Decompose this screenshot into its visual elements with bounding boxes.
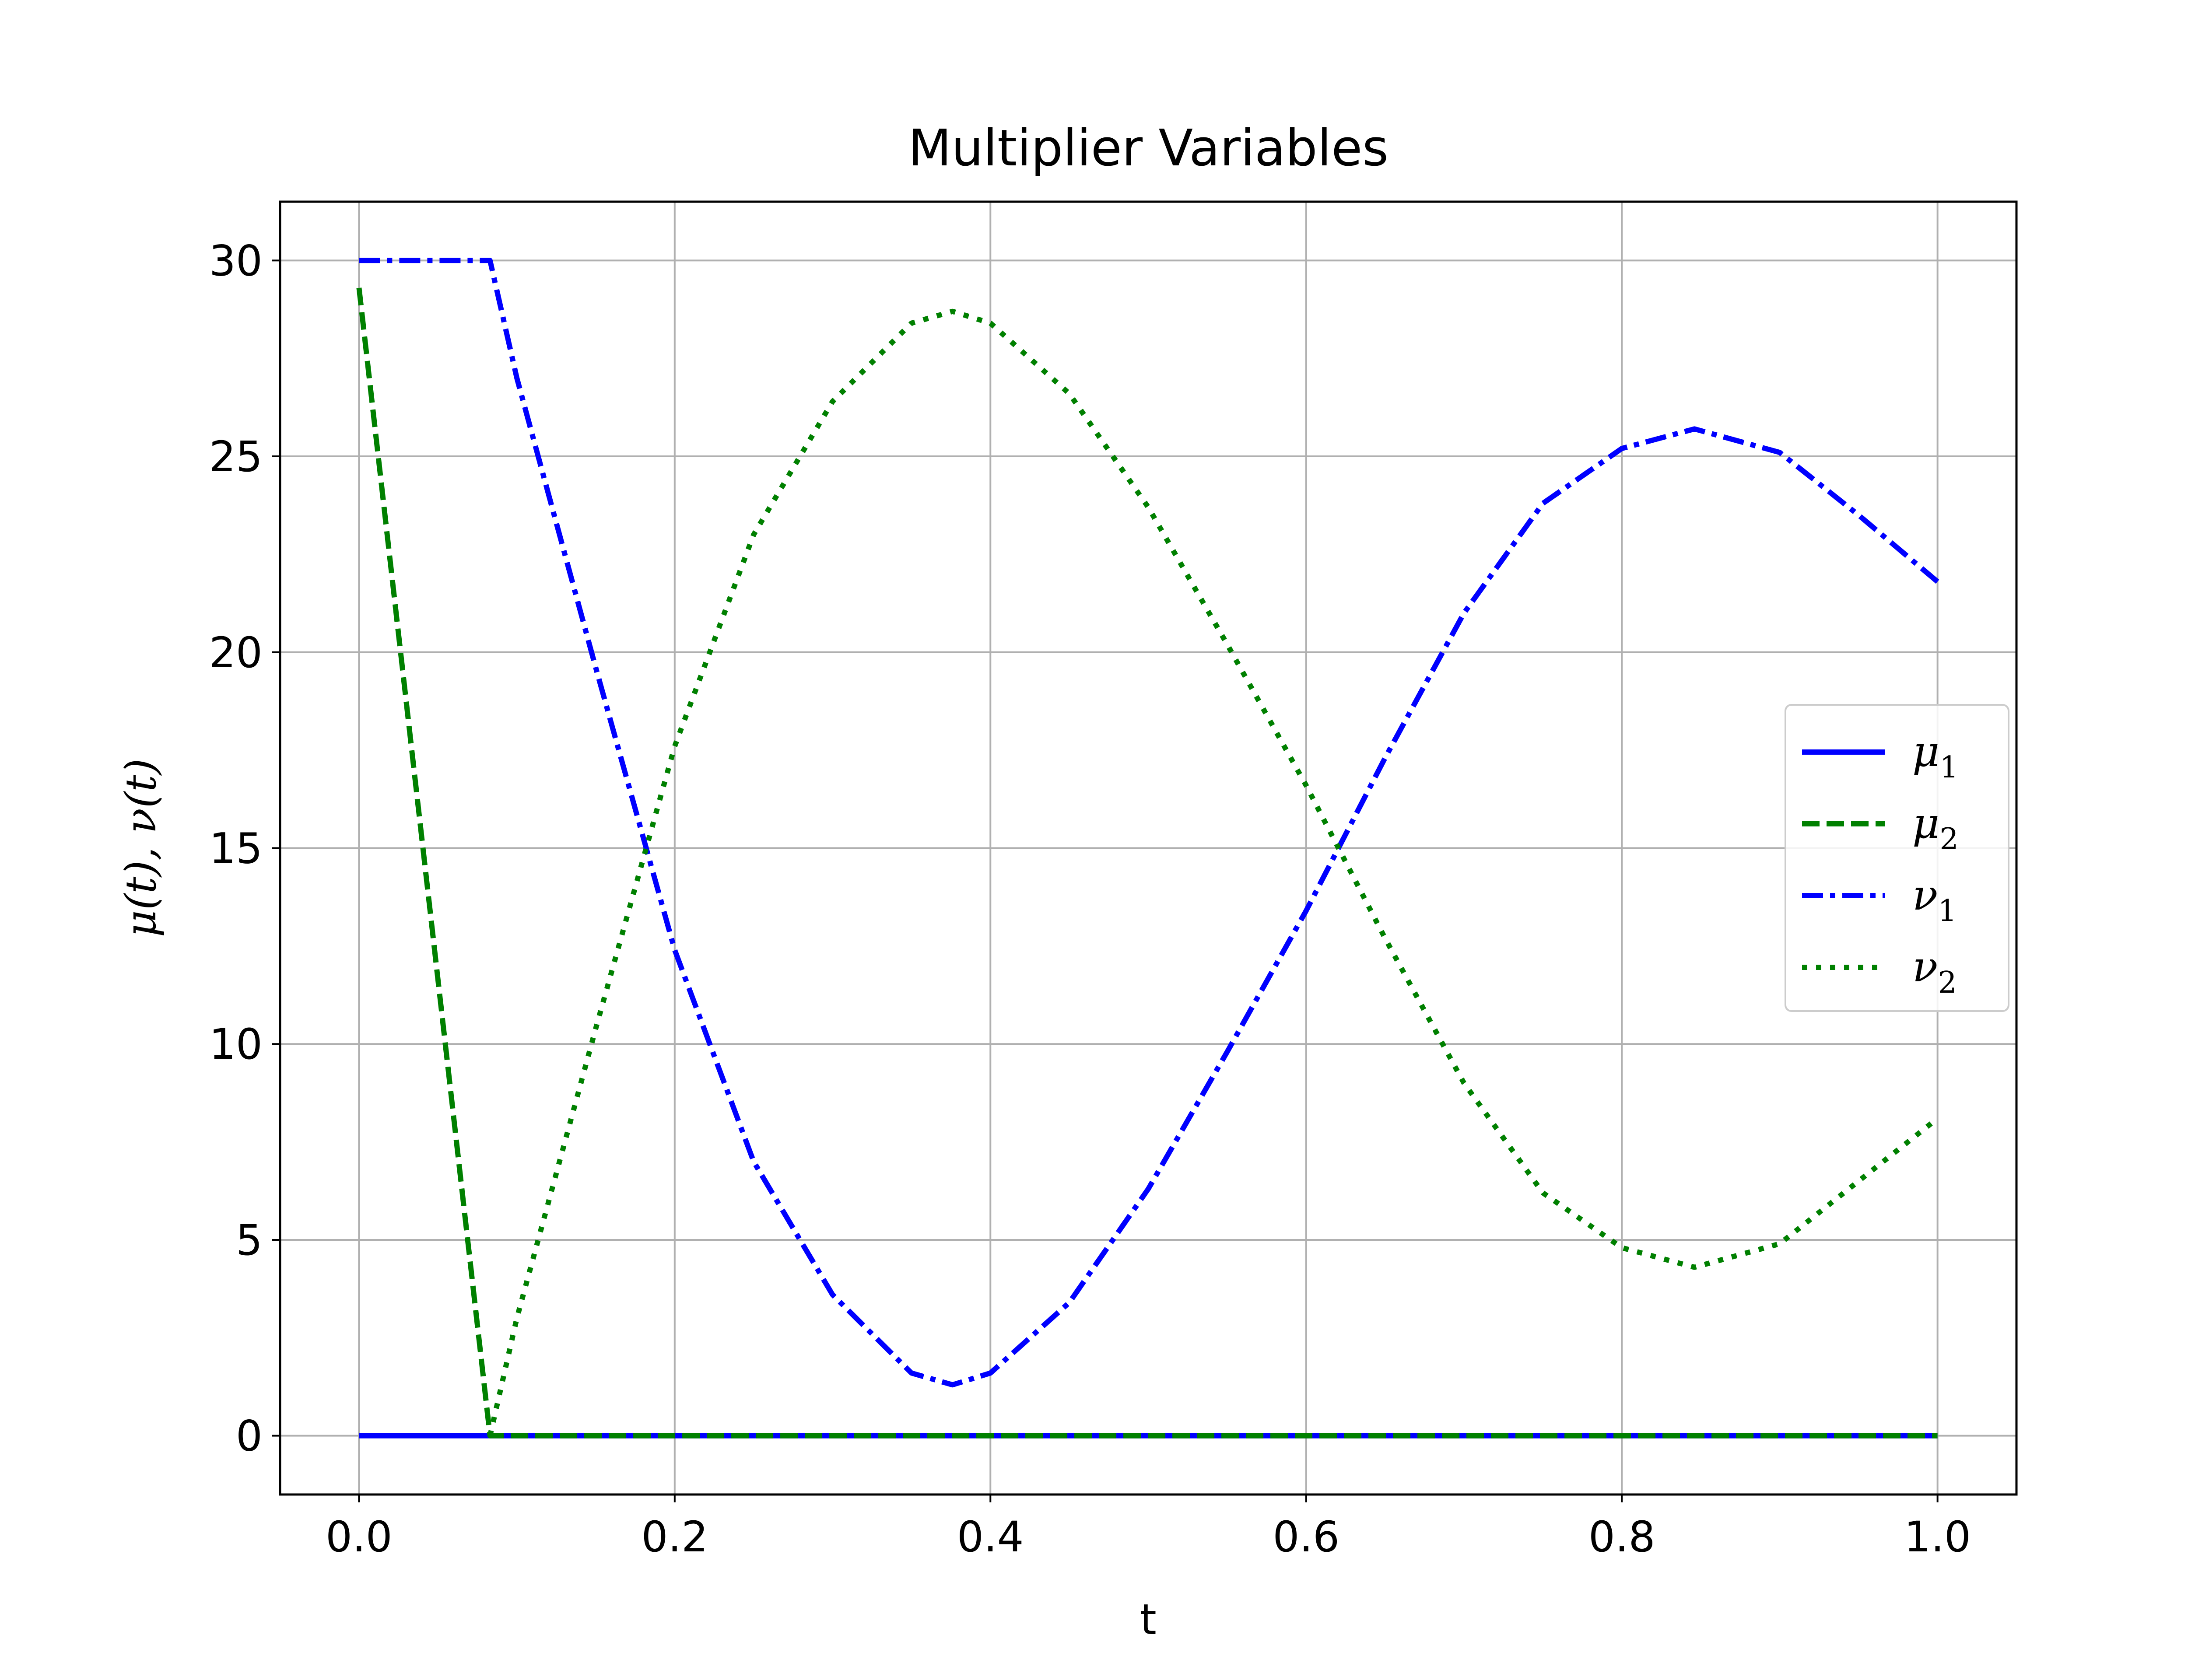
legend: μ1 μ2 ν1 ν2: [1785, 704, 2009, 1012]
x-axis-ticks: 0.0 0.2 0.4 0.6 0.8 1.0: [326, 1494, 1971, 1561]
x-axis-label: t: [1140, 1595, 1157, 1644]
x-tick-label: 0.8: [1588, 1512, 1655, 1561]
series-layer: [356, 258, 1939, 1438]
x-tick-label: 1.0: [1904, 1512, 1971, 1561]
y-tick-label: 0: [236, 1412, 263, 1461]
legend-label-4: ν2: [1912, 942, 1957, 1000]
series-line-4: [487, 308, 1939, 1437]
x-tick-label: 0.0: [326, 1512, 393, 1561]
y-axis-label: μ(t), ν(t): [116, 759, 165, 938]
y-tick-label: 10: [209, 1020, 263, 1069]
x-tick-label: 0.6: [1273, 1512, 1339, 1561]
y-tick-label: 30: [209, 236, 263, 285]
legend-box: [1785, 704, 2009, 1012]
legend-label-3: ν1: [1912, 871, 1957, 928]
legend-label-2: μ2: [1912, 799, 1959, 857]
y-tick-label: 25: [209, 432, 263, 481]
x-tick-label: 0.4: [957, 1512, 1024, 1561]
y-tick-label: 20: [209, 628, 263, 677]
legend-label-1: μ1: [1912, 727, 1959, 785]
grid: [280, 202, 2016, 1494]
chart-title: Multiplier Variables: [908, 119, 1389, 178]
x-tick-label: 0.2: [641, 1512, 708, 1561]
series-line-3: [359, 258, 1939, 1388]
y-tick-label: 15: [209, 824, 263, 873]
y-axis-ticks: 0 5 10 15 20 25 30: [209, 236, 280, 1461]
y-tick-label: 5: [236, 1216, 263, 1265]
